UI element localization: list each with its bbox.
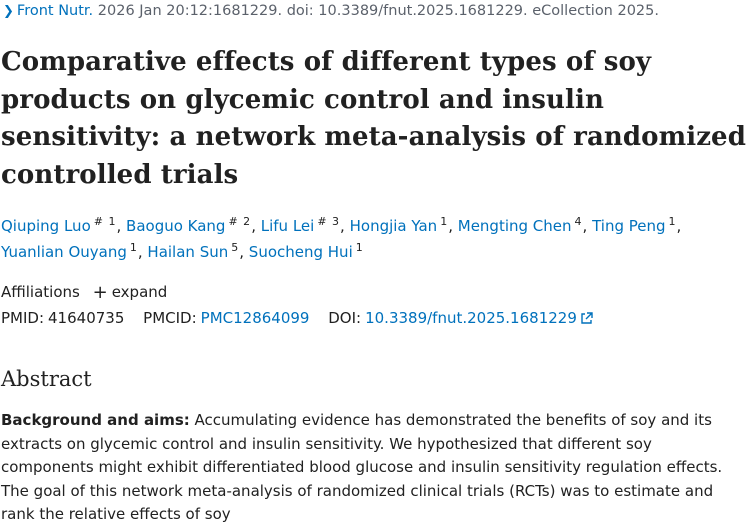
expand-affiliations-button[interactable]: + expand (92, 282, 168, 303)
author-item: Yuanlian Ouyang 1, (1, 241, 143, 261)
author-link[interactable]: Hongjia Yan (349, 217, 438, 235)
author-list: Qiuping Luo # 1, Baoguo Kang # 2, Lifu Lei… (1, 214, 746, 266)
plus-icon: + (92, 282, 108, 303)
author-link[interactable]: Qiuping Luo (1, 217, 91, 235)
author-item: Hailan Sun 5, (147, 241, 245, 261)
author-item: Lifu Lei # 3, (260, 215, 345, 235)
author-item: Hongjia Yan 1, (349, 215, 453, 235)
citation-details: 2026 Jan 20:12:1681229. doi: 10.3389/fnu… (97, 3, 659, 19)
affiliations-label: Affiliations (1, 283, 80, 301)
chevron-right-icon: ❯ (3, 4, 14, 19)
author-link[interactable]: Ting Peng (592, 217, 666, 235)
identifiers-row: PMID: 41640735 PMCID: PMC12864099 DOI: 10.3… (1, 309, 593, 329)
pmid-value: 41640735 (48, 309, 125, 327)
author-link[interactable]: Yuanlian Ouyang (1, 243, 127, 261)
abstract-text: Background and aims: Accumulating eviden… (1, 409, 749, 527)
citation-line: ❯ Front Nutr. 2026 Jan 20:12:1681229. doi… (3, 3, 659, 19)
pmid-label: PMID: (1, 309, 45, 327)
author-affil-sup[interactable]: 1 (668, 215, 677, 228)
author-affil-sup[interactable]: 1 (440, 215, 449, 228)
author-affil-sup[interactable]: 5 (231, 241, 240, 254)
doi-link[interactable]: 10.3389/fnut.2025.1681229 (365, 309, 577, 327)
author-item: Qiuping Luo # 1, (1, 215, 122, 235)
author-item: Suocheng Hui 1 (248, 241, 364, 261)
journal-link[interactable]: Front Nutr. (16, 3, 94, 19)
author-item: Baoguo Kang # 2, (126, 215, 256, 235)
affiliations-row: Affiliations + expand (1, 281, 168, 303)
author-affil-sup[interactable]: 1 (355, 241, 364, 254)
author-affil-sup[interactable]: 1 (129, 241, 138, 254)
author-affil-sup[interactable]: # 1 (93, 215, 117, 228)
author-item: Ting Peng 1, (592, 215, 682, 235)
external-link-icon[interactable] (580, 311, 593, 329)
abstract-heading: Abstract (1, 367, 92, 391)
author-affil-sup[interactable]: # 3 (317, 215, 341, 228)
expand-label: expand (111, 283, 168, 301)
author-link[interactable]: Baoguo Kang (126, 217, 226, 235)
author-link[interactable]: Suocheng Hui (248, 243, 353, 261)
pmcid-link[interactable]: PMC12864099 (200, 309, 310, 327)
author-link[interactable]: Lifu Lei (260, 217, 315, 235)
doi-label: DOI: (328, 309, 362, 327)
author-link[interactable]: Hailan Sun (147, 243, 229, 261)
abstract-section-label: Background and aims: (1, 411, 190, 429)
author-affil-sup[interactable]: # 2 (228, 215, 252, 228)
pmcid-label: PMCID: (143, 309, 197, 327)
author-affil-sup[interactable]: 4 (574, 215, 583, 228)
author-item: Mengting Chen 4, (457, 215, 588, 235)
author-link[interactable]: Mengting Chen (457, 217, 572, 235)
article-title: Comparative effects of different types o… (1, 47, 746, 190)
abstract-body: Accumulating evidence has demonstrated t… (1, 411, 723, 523)
